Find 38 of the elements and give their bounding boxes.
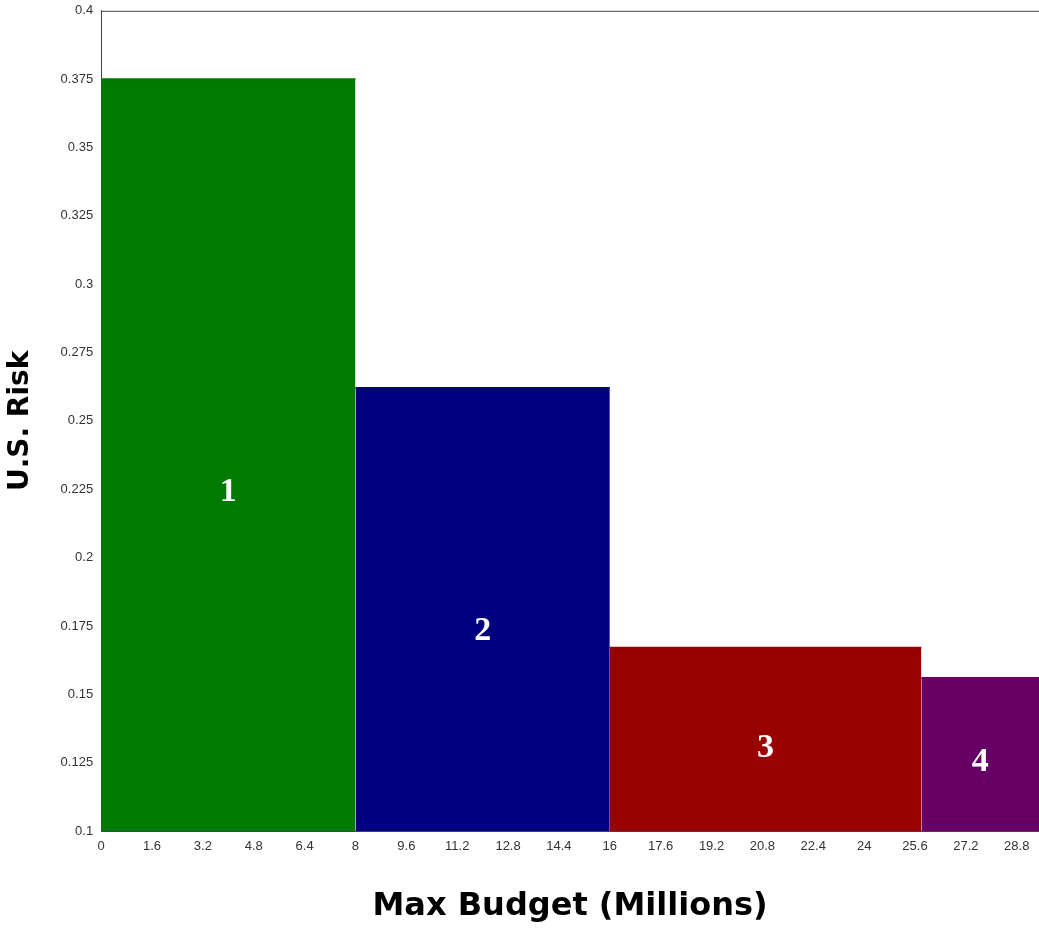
- x-axis-title: Max Budget (Millions): [372, 885, 768, 924]
- x-tick-label: 20.8: [749, 838, 776, 854]
- x-tick-label: 9.6: [397, 838, 416, 854]
- x-tick-label: 6.4: [295, 838, 314, 854]
- y-tick-label: 0.375: [60, 70, 94, 86]
- y-tick-label: 0.175: [60, 617, 94, 633]
- y-tick-label: 0.1: [75, 822, 94, 838]
- x-tick-label: 1.6: [142, 838, 162, 854]
- x-tick-label: 19.2: [698, 838, 725, 854]
- x-tick-label: 28.8: [1004, 838, 1030, 854]
- y-tick-label: 0.2: [75, 549, 94, 565]
- x-tick-label: 12.8: [495, 838, 521, 854]
- y-tick-label: 0.325: [60, 207, 94, 223]
- y-tick-label: 0.275: [60, 344, 94, 360]
- annotation: 1: [219, 471, 237, 509]
- x-tick-label: 14.4: [546, 838, 572, 854]
- y-tick-label: 0.3: [75, 275, 94, 291]
- x-tick-label: 25.6: [902, 838, 928, 854]
- y-tick-label: 0.4: [75, 2, 94, 18]
- y-tick-label: 0.25: [67, 412, 94, 428]
- y-tick-label: 0.35: [67, 139, 94, 155]
- y-tick-label: 0.225: [60, 480, 94, 496]
- x-tick-label: 3.2: [193, 838, 212, 854]
- annotation: 4: [971, 740, 989, 778]
- annotation: 3: [757, 727, 775, 765]
- x-tick-label: 24: [856, 838, 872, 854]
- y-axis-title: U.S. Risk: [2, 349, 36, 492]
- x-tick-label: 22.4: [800, 838, 826, 854]
- y-tick-label: 0.125: [60, 754, 94, 770]
- x-tick-label: 0: [97, 838, 105, 854]
- annotation: 2: [474, 610, 492, 648]
- x-tick-label: 16: [602, 838, 618, 854]
- x-tick-label: 27.2: [953, 838, 979, 854]
- x-tick-label: 4.8: [244, 838, 263, 854]
- y-tick-label: 0.15: [67, 685, 94, 701]
- x-tick-label: 11.2: [445, 838, 470, 854]
- x-tick-label: 17.6: [648, 838, 674, 854]
- x-tick-label: 8: [351, 838, 360, 854]
